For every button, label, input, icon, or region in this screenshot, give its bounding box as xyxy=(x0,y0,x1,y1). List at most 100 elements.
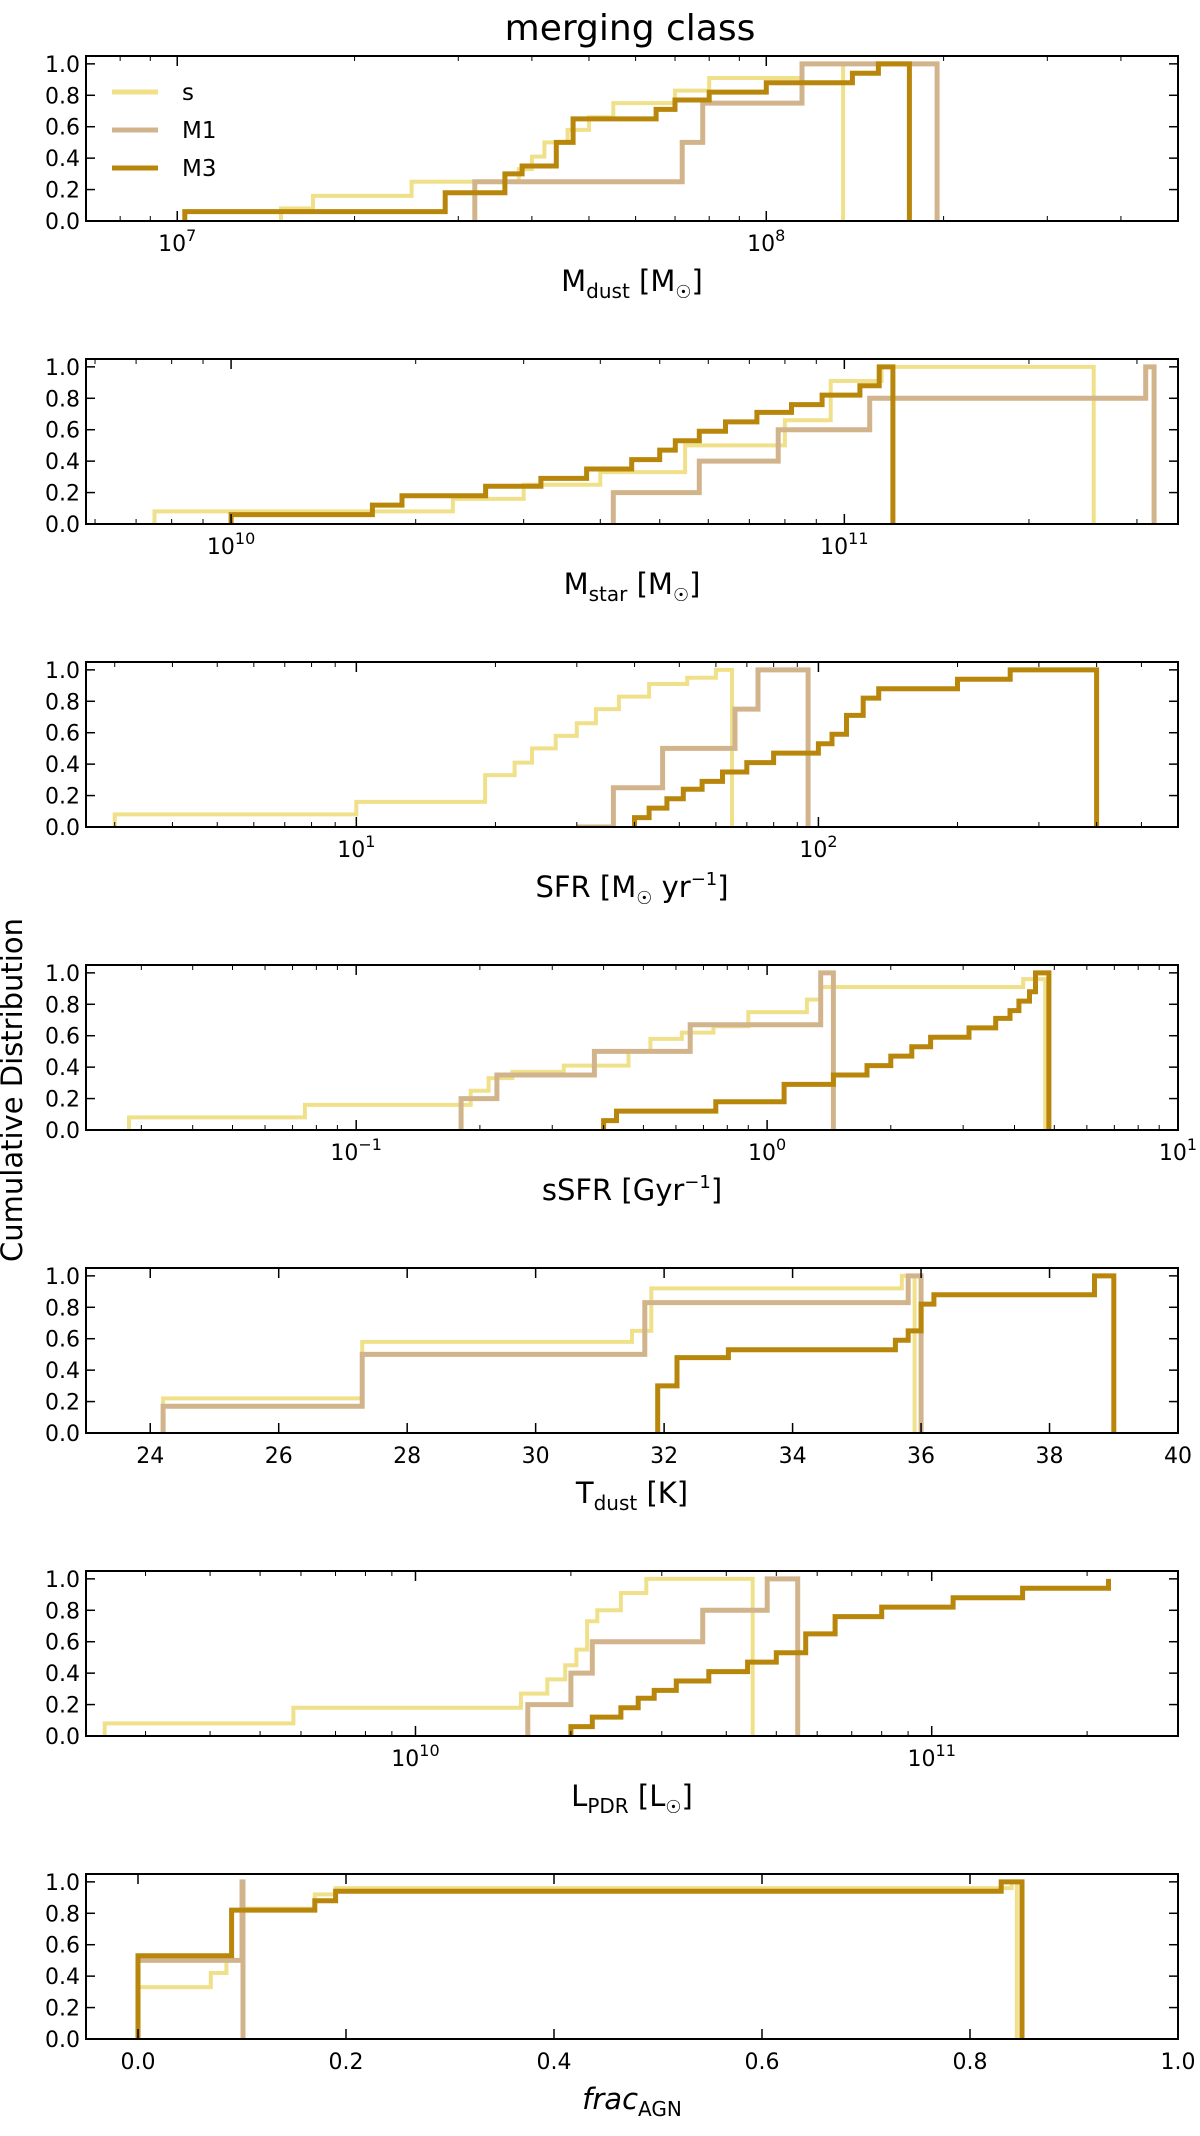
x-axis-label: sSFR [Gyr−1] xyxy=(542,1172,722,1207)
x-tick-label: 101 xyxy=(337,832,375,863)
series-line-m3 xyxy=(182,61,912,221)
y-tick-label: 0.4 xyxy=(45,753,80,778)
series-line-m3 xyxy=(568,1578,1111,1736)
y-tick-label: 0.2 xyxy=(45,1088,80,1113)
y-tick-label: 0.0 xyxy=(45,1119,80,1144)
panel-5: 0.0 0.2 0.4 0.6 0.8 1.0 24 26 28 30 32 34 36 38 40 Tdus… xyxy=(45,1265,1192,1515)
legend-label-s: s xyxy=(182,80,194,106)
x-tick-label: 30 xyxy=(522,1444,550,1469)
axes-frame xyxy=(85,1570,1179,1737)
series-group xyxy=(102,1576,1111,1736)
panels: 0.0 0.2 0.4 0.6 0.8 1.0 107 108 Mdust [M☉] 0.0 0.2… xyxy=(45,53,1197,2121)
axes-frame xyxy=(85,1873,1179,2040)
x-tick-label: 24 xyxy=(136,1444,164,1469)
series-line-s xyxy=(161,1273,917,1433)
series-line-s xyxy=(152,364,1096,524)
y-tick-label: 0.0 xyxy=(45,2028,80,2053)
legend-label-m3: M3 xyxy=(182,156,216,182)
y-tick-label: 0.6 xyxy=(45,1631,80,1656)
y-tick-label: 1.0 xyxy=(45,1871,80,1896)
x-tick-label: 0.6 xyxy=(745,2050,780,2075)
y-tick-label: 1.0 xyxy=(45,356,80,381)
x-axis-label: Tdust [K] xyxy=(575,1476,688,1515)
series-line-s xyxy=(112,667,734,827)
panel-3: 0.0 0.2 0.4 0.6 0.8 1.0 101 102 SFR [M☉ yr−1] xyxy=(45,659,1179,909)
y-tick-label: 0.4 xyxy=(45,1965,80,1990)
y-tick-label: 0.6 xyxy=(45,1328,80,1353)
series-group xyxy=(135,1879,1025,2039)
x-tick-label: 10−1 xyxy=(330,1135,382,1166)
y-tick-label: 1.0 xyxy=(45,1265,80,1290)
x-tick-label: 0.4 xyxy=(537,2050,572,2075)
axes-frame xyxy=(85,661,1179,828)
x-tick-label: 1010 xyxy=(391,1741,439,1772)
x-axis-label: LPDR [L☉] xyxy=(571,1779,693,1818)
x-tick-label: 101 xyxy=(1159,1135,1197,1166)
y-tick-label: 0.2 xyxy=(45,785,80,810)
y-axis-label: Cumulative Distribution xyxy=(0,918,29,1262)
series-line-m1 xyxy=(610,364,1157,524)
y-tick-label: 1.0 xyxy=(45,659,80,684)
legend-label-m1: M1 xyxy=(182,118,216,144)
y-tick-label: 0.4 xyxy=(45,1662,80,1687)
x-tick-label: 28 xyxy=(393,1444,421,1469)
y-tick-label: 0.8 xyxy=(45,84,80,109)
y-tick-label: 0.2 xyxy=(45,1997,80,2022)
y-tick-label: 0.8 xyxy=(45,387,80,412)
x-tick-label: 40 xyxy=(1164,1444,1192,1469)
y-tick-label: 0.4 xyxy=(45,450,80,475)
y-tick-label: 0.8 xyxy=(45,690,80,715)
y-tick-label: 1.0 xyxy=(45,53,80,78)
series-line-s xyxy=(136,1879,1019,2039)
x-tick-label: 1011 xyxy=(820,529,868,560)
y-tick-label: 0.2 xyxy=(45,1391,80,1416)
x-tick-label: 100 xyxy=(748,1135,786,1166)
axes-frame xyxy=(85,358,1179,525)
series-line-m1 xyxy=(160,1273,924,1433)
axes-frame xyxy=(85,55,1179,222)
y-tick-label: 0.6 xyxy=(45,116,80,141)
y-tick-label: 0.6 xyxy=(45,1025,80,1050)
x-tick-label: 107 xyxy=(158,226,196,257)
x-tick-label: 26 xyxy=(265,1444,293,1469)
panel-6: 0.0 0.2 0.4 0.6 0.8 1.0 1010 1011 LPDR [L☉] xyxy=(45,1568,1179,1818)
y-tick-label: 0.4 xyxy=(45,1056,80,1081)
y-tick-label: 0.0 xyxy=(45,1422,80,1447)
x-axis-label: SFR [M☉ yr−1] xyxy=(535,869,728,909)
series-line-m3 xyxy=(655,1273,1117,1433)
series-line-m1 xyxy=(458,970,836,1130)
series-group xyxy=(182,61,940,221)
y-tick-label: 0.4 xyxy=(45,147,80,172)
x-axis-label: Mdust [M☉] xyxy=(561,264,703,303)
x-tick-label: 36 xyxy=(907,1444,935,1469)
figure-title: merging class xyxy=(505,8,756,49)
x-tick-label: 0.0 xyxy=(121,2050,156,2075)
y-tick-label: 0.8 xyxy=(45,1599,80,1624)
y-tick-label: 0.8 xyxy=(45,993,80,1018)
y-tick-label: 1.0 xyxy=(45,1568,80,1593)
x-tick-label: 108 xyxy=(747,226,785,257)
y-tick-label: 0.4 xyxy=(45,1359,80,1384)
y-tick-label: 0.8 xyxy=(45,1902,80,1927)
series-group xyxy=(152,364,1157,524)
axes-frame xyxy=(85,964,1179,1131)
x-tick-label: 0.2 xyxy=(329,2050,364,2075)
legend: s M1 M3 xyxy=(112,80,216,182)
x-axis-label: Mstar [M☉] xyxy=(564,567,701,606)
series-line-m3 xyxy=(228,364,896,524)
x-tick-label: 38 xyxy=(1036,1444,1064,1469)
y-tick-label: 0.8 xyxy=(45,1296,80,1321)
x-tick-label: 1.0 xyxy=(1161,2050,1196,2075)
x-tick-label: 1010 xyxy=(207,529,255,560)
x-tick-label: 102 xyxy=(799,832,837,863)
x-tick-label: 32 xyxy=(650,1444,678,1469)
y-tick-label: 0.0 xyxy=(45,513,80,538)
y-tick-label: 0.2 xyxy=(45,482,80,507)
panel-7: 0.0 0.2 0.4 0.6 0.8 1.0 0.0 0.2 0.4 0.6 0.8 1.0 frac… xyxy=(45,1871,1196,2121)
y-tick-label: 1.0 xyxy=(45,962,80,987)
y-tick-label: 0.2 xyxy=(45,179,80,204)
y-tick-label: 0.0 xyxy=(45,1725,80,1750)
series-group xyxy=(112,667,1100,827)
y-tick-label: 0.6 xyxy=(45,1934,80,1959)
